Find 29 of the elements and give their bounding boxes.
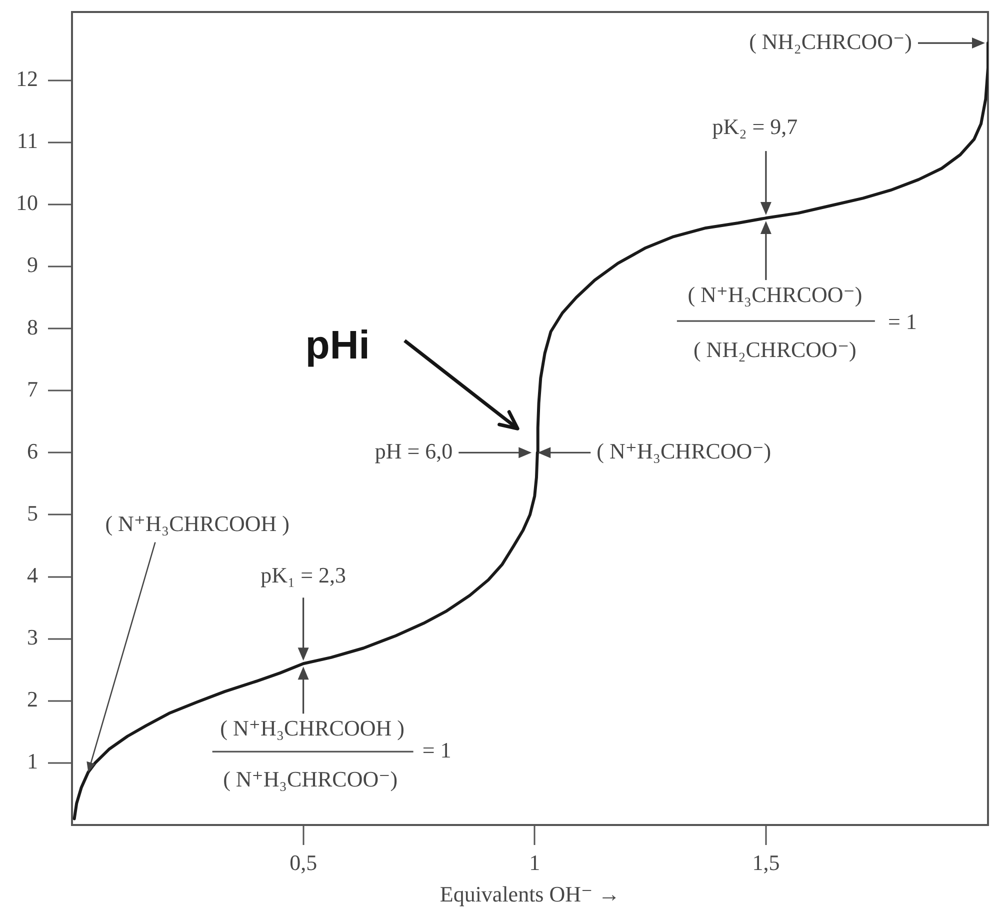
- y-tick-label: 5: [27, 500, 38, 526]
- y-tick-label: 7: [27, 376, 38, 402]
- annotation: pHi: [305, 324, 370, 368]
- annotation: ( N⁺H₃CHRCOO⁻): [596, 438, 772, 464]
- y-tick-label: 1: [27, 748, 38, 774]
- y-tick-label: 12: [16, 66, 38, 92]
- y-tick-label: 8: [27, 314, 38, 340]
- annotation: ( NH₂CHRCOO⁻): [693, 336, 856, 362]
- annotation: pH = 6,0: [374, 438, 453, 464]
- annotation: pK₂ = 9,7: [712, 114, 798, 139]
- y-tick-label: 2: [27, 686, 38, 712]
- x-axis-title: Equivalents OH⁻ →: [440, 882, 620, 907]
- y-tick-label: 11: [16, 128, 38, 154]
- annotation: ( N⁺H₃CHRCOO⁻): [223, 766, 398, 792]
- y-tick-label: 4: [27, 562, 38, 588]
- annotation: ( N⁺H₃CHRCOO⁻): [688, 282, 862, 307]
- y-tick-label: 9: [27, 252, 38, 278]
- annotation: ( N⁺H₃CHRCOOH ): [220, 715, 404, 740]
- y-tick-label: 6: [27, 438, 38, 464]
- x-tick-label: 1,5: [752, 850, 780, 875]
- x-tick-label: 0,5: [290, 850, 318, 875]
- y-tick-label: 3: [27, 624, 38, 650]
- annotation: = 1: [422, 737, 452, 762]
- annotation: ( NH₂CHRCOO⁻): [749, 28, 912, 54]
- x-tick-label: 1: [529, 850, 540, 875]
- annotation: pK₁ = 2,3: [260, 562, 346, 588]
- annotation: ( N⁺H₃CHRCOOH ): [105, 511, 290, 536]
- y-tick-label: 10: [16, 190, 38, 216]
- annotation: = 1: [888, 308, 917, 334]
